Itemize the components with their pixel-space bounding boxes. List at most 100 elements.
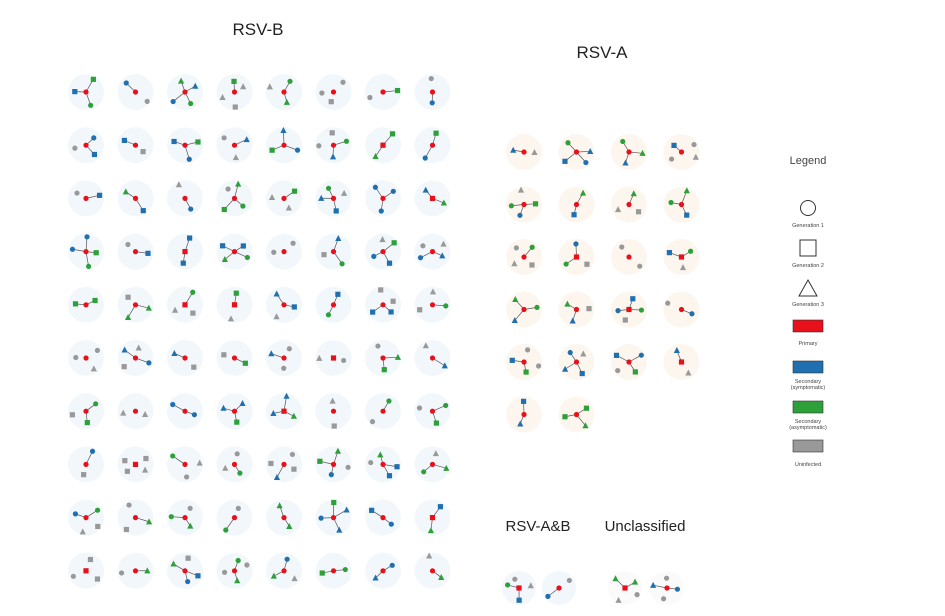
household-member-circle [182, 568, 188, 574]
household-member-circle [534, 304, 540, 311]
household-network [68, 74, 104, 110]
household-member-circle [244, 562, 250, 568]
household-network [216, 74, 253, 110]
household-member-circle [429, 355, 436, 361]
household-member-circle [72, 511, 79, 517]
household-member-circle [287, 78, 293, 84]
household-member-square [630, 296, 636, 302]
household-network [117, 127, 154, 164]
household-network [68, 127, 104, 164]
household-member-circle [132, 195, 139, 201]
household-member-circle [380, 89, 386, 95]
household-member-circle [380, 461, 386, 467]
household-network [414, 180, 451, 217]
household-network [117, 340, 154, 376]
household-network [611, 239, 647, 275]
household-network [117, 393, 154, 430]
household-member-square [429, 515, 436, 521]
household-member-square [171, 138, 177, 145]
rsv-a-title: RSV-A [576, 43, 628, 62]
household-network [68, 340, 104, 376]
household-member-triangle [121, 346, 128, 353]
household-network [266, 340, 302, 376]
household-member-circle [416, 405, 423, 411]
household-network [216, 499, 253, 536]
household-network [266, 233, 302, 270]
household-member-circle [668, 156, 675, 162]
household-network [365, 180, 401, 217]
household-member-circle [231, 142, 238, 148]
household-member-circle [536, 363, 542, 369]
household-member-square [221, 352, 227, 358]
household-member-circle [573, 359, 580, 365]
household-member-square [125, 294, 131, 300]
household-network [663, 291, 700, 328]
household-member-triangle [562, 365, 569, 372]
household-member-triangle [270, 572, 277, 579]
household-network [266, 286, 302, 323]
household-member-square [92, 297, 98, 304]
household-network [414, 233, 451, 270]
household-network [266, 74, 302, 110]
household-member-circle [73, 354, 79, 361]
household-member-circle [223, 527, 229, 533]
household-member-circle [83, 461, 89, 467]
household-member-circle [231, 195, 238, 201]
household-member-triangle [266, 83, 273, 90]
household-member-circle [638, 307, 645, 313]
household-member-circle [429, 100, 435, 106]
household-network [266, 126, 302, 164]
household-member-square [622, 585, 628, 591]
household-network [414, 127, 451, 164]
household-member-circle [281, 249, 287, 255]
household-member-square [586, 306, 592, 312]
household-member-circle [421, 469, 427, 475]
household-member-square [520, 398, 527, 404]
household-member-circle [429, 568, 436, 574]
household-member-circle [573, 411, 580, 418]
household-member-square [221, 206, 227, 213]
household-member-square [291, 466, 297, 472]
household-member-square [331, 423, 337, 429]
household-network [167, 393, 203, 430]
household-member-circle [146, 360, 152, 366]
household-member-circle [231, 515, 238, 521]
household-member-circle [422, 155, 428, 161]
household-member-circle [529, 244, 535, 250]
household-member-square [390, 298, 396, 304]
household-member-circle [221, 135, 227, 141]
household-member-circle [678, 306, 685, 313]
household-member-square [626, 306, 632, 313]
household-member-circle [132, 355, 139, 361]
household-member-circle [380, 302, 386, 308]
legend-uninfected-label: Uninfected [795, 462, 821, 468]
household-network [414, 74, 451, 110]
household-member-triangle [579, 189, 587, 196]
household-member-circle [638, 352, 644, 358]
household-member-square [185, 555, 191, 561]
household-member-square [69, 412, 75, 418]
household-member-square [242, 360, 248, 366]
household-network [608, 571, 642, 605]
household-member-circle [342, 566, 348, 573]
household-member-square [678, 359, 685, 365]
household-member-circle [325, 185, 332, 191]
household-member-square [573, 254, 580, 260]
household-member-circle [330, 195, 337, 201]
household-member-triangle [124, 314, 132, 321]
household-member-triangle [142, 466, 149, 473]
household-network [506, 291, 542, 328]
household-member-square [516, 585, 522, 591]
household-member-triangle [316, 354, 323, 361]
household-network [558, 134, 595, 170]
legend-asymptomatic-label: Secondary (asymptomatic) [789, 419, 827, 431]
household-member-square [234, 419, 240, 425]
household-member-triangle [439, 252, 446, 259]
household-member-square [584, 261, 590, 267]
household-member-triangle [220, 404, 227, 411]
household-member-circle [182, 195, 188, 201]
household-member-triangle [221, 256, 228, 263]
household-member-triangle [377, 451, 384, 458]
household-member-circle [678, 149, 685, 155]
household-member-circle [563, 261, 569, 267]
